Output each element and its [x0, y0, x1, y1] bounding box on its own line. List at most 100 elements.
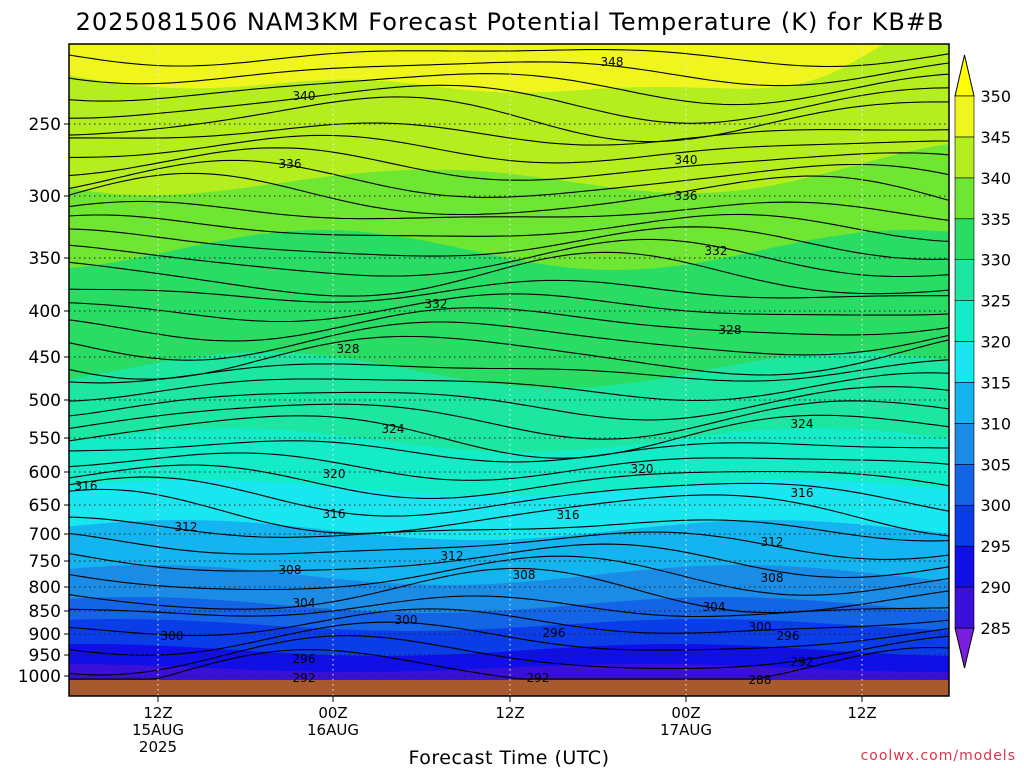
- contour-line: [69, 488, 949, 537]
- contour-lines: [69, 49, 949, 680]
- contour-line: [69, 238, 949, 278]
- x-tick-label: 12Z: [495, 704, 524, 722]
- contour-line: [69, 307, 949, 342]
- contour-line: [69, 386, 949, 421]
- plot-area: 348 340 336 340 336 332 332 328 328 324 324 320 320 3…: [69, 44, 949, 696]
- colorbar-tick-label: 325: [980, 292, 1011, 311]
- colorbar-tick-label: 330: [980, 251, 1011, 270]
- contour-label: 288: [749, 673, 772, 687]
- contour-line: [69, 516, 949, 542]
- contour-line: [69, 476, 949, 517]
- contour-label: 308: [761, 571, 784, 585]
- colorbar-segment: [954, 586, 975, 629]
- contour-line: [69, 159, 949, 198]
- x-tick-label: 15AUG: [132, 721, 184, 739]
- x-tick-label: 16AUG: [307, 721, 359, 739]
- y-tick-label: 650: [29, 496, 61, 516]
- colorbar-tick-label: 345: [980, 128, 1011, 147]
- colorbar-tick-label: 350: [980, 87, 1011, 106]
- contour-line: [69, 321, 949, 361]
- grid-lines: [69, 44, 949, 696]
- contour-line: [69, 372, 949, 402]
- contour-label: 332: [705, 244, 728, 258]
- contour-line: [69, 531, 949, 560]
- contour-label: 304: [703, 600, 726, 614]
- contour-line: [69, 646, 949, 680]
- contour-label: 316: [791, 486, 814, 500]
- chart-title: 2025081506 NAM3KM Forecast Potential Tem…: [76, 8, 945, 36]
- colorbar-segment: [954, 177, 975, 220]
- contour-label: 296: [777, 629, 800, 643]
- contour-line: [69, 279, 949, 303]
- contour-label: 308: [513, 568, 536, 582]
- colorbar: 285 290 295 300 305 310 315 320 325 330 335 340 345 3…: [954, 54, 1011, 669]
- contour-line: [69, 61, 949, 87]
- y-tick-label: 550: [29, 429, 61, 449]
- colorbar-tick-label: 285: [980, 619, 1011, 638]
- colorbar-tick-label: 295: [980, 537, 1011, 556]
- contour-line: [69, 595, 949, 618]
- contour-line: [69, 555, 949, 596]
- colorbar-tick-label: 335: [980, 210, 1011, 229]
- contour-label: 340: [293, 89, 316, 103]
- contour-line: [69, 96, 949, 143]
- contour-labels: 348 340 336 340 336 332 332 328 328 324 324 320 320 3…: [75, 55, 814, 687]
- y-tick-label: 800: [29, 578, 61, 598]
- contour-line: [69, 335, 949, 380]
- credit-link[interactable]: coolwx.com/models: [861, 748, 1016, 764]
- contour-label: 336: [675, 189, 698, 203]
- contour-line: [69, 122, 949, 146]
- plot-frame: [68, 43, 950, 697]
- contour-line: [69, 49, 949, 68]
- y-tick-label: 300: [29, 187, 61, 207]
- contour-line: [69, 213, 949, 242]
- colorbar-tick-label: 340: [980, 169, 1011, 188]
- colorbar-tick-label: 310: [980, 414, 1011, 433]
- contour-line: [69, 400, 949, 440]
- x-tick-label: 17AUG: [660, 721, 712, 739]
- contour-line: [69, 359, 949, 384]
- contour-label: 312: [175, 520, 198, 534]
- contour-line: [69, 452, 949, 481]
- contour-line: [69, 621, 949, 656]
- contour-line: [69, 608, 949, 637]
- y-tick-label: 750: [29, 552, 61, 572]
- x-tick-label: 12Z: [143, 704, 172, 722]
- colorbar-segment: [954, 300, 975, 342]
- x-tick-label: 12Z: [847, 704, 876, 722]
- y-tick-label: 950: [29, 646, 61, 666]
- contour-line: [69, 134, 949, 164]
- x-tick-label: 2025: [139, 738, 177, 756]
- contour-label: 312: [761, 535, 784, 549]
- colorbar-segment: [954, 464, 975, 506]
- contour-label: 300: [161, 629, 184, 643]
- contour-label: 292: [527, 671, 550, 685]
- colorbar-segment: [954, 382, 975, 424]
- contour-line: [69, 251, 949, 297]
- ground-strip: [69, 680, 949, 696]
- contour-line: [69, 172, 949, 216]
- contour-label: 336: [279, 157, 302, 171]
- contour-label: 328: [337, 342, 360, 356]
- colorbar-tick-label: 305: [980, 455, 1011, 474]
- y-tick-label: 900: [29, 625, 61, 645]
- contour-label: 292: [293, 671, 316, 685]
- contour-label: 332: [425, 297, 448, 311]
- y-tick-label: 1000: [18, 667, 61, 687]
- colorbar-tick-label: 300: [980, 496, 1011, 515]
- colorbar-segment: [954, 545, 975, 588]
- y-tick-label: 450: [29, 348, 61, 368]
- contour-label: 300: [749, 620, 772, 634]
- contour-line: [69, 147, 949, 181]
- contour-line: [69, 200, 949, 221]
- y-tick-label: 600: [29, 463, 61, 483]
- y-axis: 250 300 350 400 450 500 550 600 650 700 750 800 850 9…: [18, 115, 69, 687]
- contour-label: 316: [557, 508, 580, 522]
- colorbar-tick-label: 290: [980, 578, 1011, 597]
- contour-label: 328: [719, 323, 742, 337]
- colorbar-segment: [954, 423, 975, 465]
- y-tick-label: 850: [29, 602, 61, 622]
- contour-line: [69, 73, 949, 106]
